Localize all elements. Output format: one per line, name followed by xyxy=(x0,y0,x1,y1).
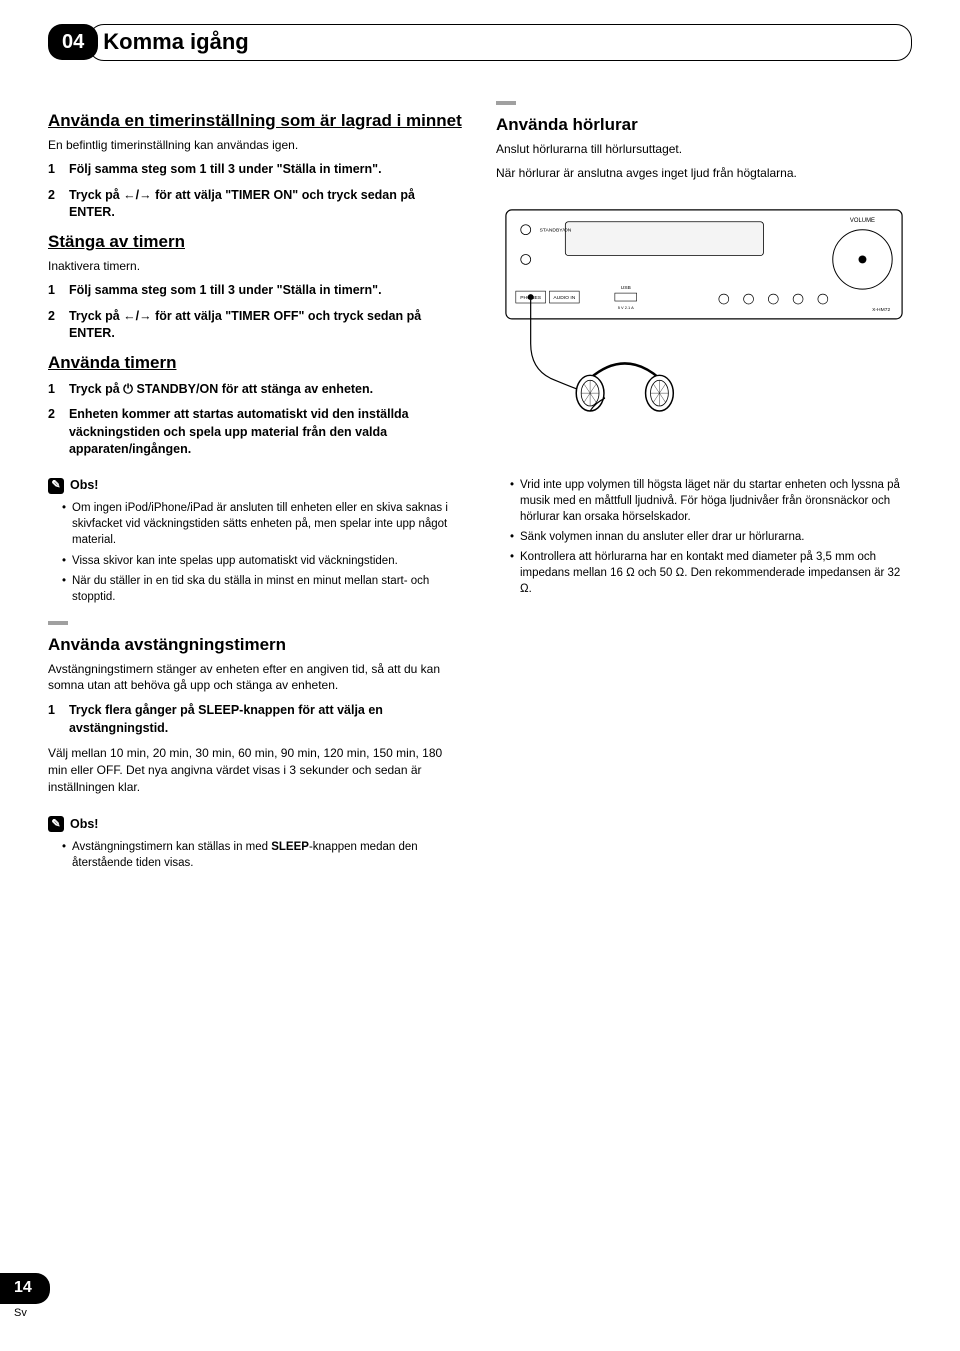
step-number: 1 xyxy=(48,381,55,399)
note-icon: ✎ xyxy=(48,478,64,494)
section-subtitle: Avstängningstimern stänger av enheten ef… xyxy=(48,661,464,695)
bullet-item: Vissa skivor kan inte spelas upp automat… xyxy=(62,553,464,569)
bullet-item: När du ställer in en tid ska du ställa i… xyxy=(62,573,464,605)
svg-text:STANDBY/ON: STANDBY/ON xyxy=(540,228,572,234)
step: 2 Tryck på ←/→ för att välja "TIMER OFF"… xyxy=(48,308,464,343)
headphone-bullets: Vrid inte upp volymen till högsta läget … xyxy=(496,477,912,598)
step: 1 Tryck flera gånger på SLEEP-knappen fö… xyxy=(48,702,464,737)
section-title-timer-off: Stänga av timern xyxy=(48,230,464,254)
bullet-item: Om ingen iPod/iPhone/iPad är ansluten ti… xyxy=(62,500,464,548)
step-text: Tryck på ←/→ för att välja "TIMER OFF" o… xyxy=(69,308,464,343)
page-number: 14 xyxy=(0,1273,50,1303)
page-footer: 14 Sv xyxy=(0,1273,50,1321)
section-divider xyxy=(48,621,464,625)
step: 1 Tryck på ⏻ STANDBY/ON för att stänga a… xyxy=(48,381,464,399)
paragraph: När hörlurar är anslutna avges inget lju… xyxy=(496,165,912,182)
step-text: Följ samma steg som 1 till 3 under "Stäl… xyxy=(69,282,464,300)
bullet-item: Kontrollera att hörlurarna har en kontak… xyxy=(510,549,912,597)
language-label: Sv xyxy=(14,1306,50,1321)
note-text: Obs! xyxy=(70,477,98,495)
section-title-headphones: Använda hörlurar xyxy=(496,113,912,137)
section-title-use-timer: Använda timern xyxy=(48,351,464,375)
bullet-item: Vrid inte upp volymen till högsta läget … xyxy=(510,477,912,525)
section-subtitle: En befintlig timerinställning kan använd… xyxy=(48,137,464,154)
section-divider xyxy=(496,101,912,105)
chapter-header: 04 Komma igång xyxy=(48,24,912,61)
step-number: 1 xyxy=(48,161,55,179)
step-number: 2 xyxy=(48,187,55,222)
step-number: 2 xyxy=(48,406,55,459)
note-text: Obs! xyxy=(70,816,98,834)
bullet-text-pre: Avstängningstimern kan ställas in med xyxy=(72,841,271,853)
section-subtitle: Inaktivera timern. xyxy=(48,258,464,275)
device-illustration: VOLUME STANDBY/ON PHONES AUDIO IN USB 5 … xyxy=(496,200,912,458)
bullet-item: Avstängningstimern kan ställas in med SL… xyxy=(62,839,464,871)
section-title-timer-saved: Använda en timerinställning som är lagra… xyxy=(48,109,464,133)
svg-text:5 V 2.1 A: 5 V 2.1 A xyxy=(618,305,634,310)
bullet-item: Sänk volymen innan du ansluter eller dra… xyxy=(510,529,912,545)
section-title-sleep-timer: Använda avstängningstimern xyxy=(48,633,464,657)
svg-text:USB: USB xyxy=(621,285,632,291)
step-number: 2 xyxy=(48,308,55,343)
step-text: Tryck på ⏻ STANDBY/ON för att stänga av … xyxy=(69,381,464,399)
step: 2 Tryck på ←/→ för att välja "TIMER ON" … xyxy=(48,187,464,222)
step-text: Tryck på ←/→ för att välja "TIMER ON" oc… xyxy=(69,187,464,222)
svg-text:AUDIO IN: AUDIO IN xyxy=(553,295,575,301)
chapter-title: Komma igång xyxy=(103,27,887,58)
step: 1 Följ samma steg som 1 till 3 under "St… xyxy=(48,161,464,179)
note-label: ✎ Obs! xyxy=(48,816,98,834)
step-text: Följ samma steg som 1 till 3 under "Stäl… xyxy=(69,161,464,179)
note-bullets: Avstängningstimern kan ställas in med SL… xyxy=(48,839,464,871)
right-column: Använda hörlurar Anslut hörlurarna till … xyxy=(496,101,912,882)
bullet-text-bold: SLEEP xyxy=(271,841,309,853)
step-description: Välj mellan 10 min, 20 min, 30 min, 60 m… xyxy=(48,745,464,795)
chapter-title-wrap: Komma igång xyxy=(88,24,912,61)
step: 1 Följ samma steg som 1 till 3 under "St… xyxy=(48,282,464,300)
step: 2 Enheten kommer att startas automatiskt… xyxy=(48,406,464,459)
note-icon: ✎ xyxy=(48,816,64,832)
note-label: ✎ Obs! xyxy=(48,477,98,495)
step-text: Enheten kommer att startas automatiskt v… xyxy=(69,406,464,459)
step-number: 1 xyxy=(48,282,55,300)
step-text: Tryck flera gånger på SLEEP-knappen för … xyxy=(69,702,464,737)
svg-text:X-HM72: X-HM72 xyxy=(872,307,890,313)
left-column: Använda en timerinställning som är lagra… xyxy=(48,101,464,882)
svg-text:VOLUME: VOLUME xyxy=(850,218,875,224)
paragraph: Anslut hörlurarna till hörlursuttaget. xyxy=(496,141,912,158)
step-number: 1 xyxy=(48,702,55,737)
note-bullets: Om ingen iPod/iPhone/iPad är ansluten ti… xyxy=(48,500,464,605)
